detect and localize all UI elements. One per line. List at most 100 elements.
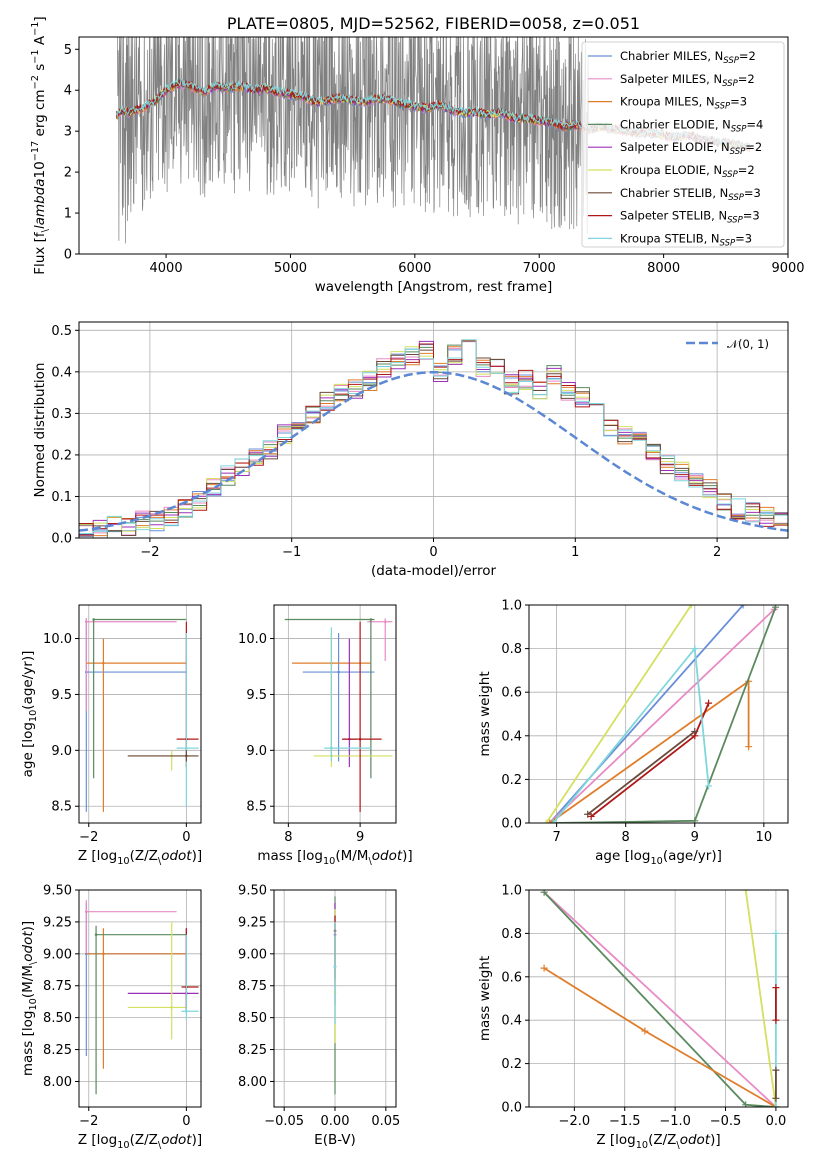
y-tick-label: 8.5 bbox=[246, 800, 267, 815]
x-tick-label: 6000 bbox=[398, 261, 431, 276]
errorbar-salpeter-miles bbox=[85, 900, 177, 954]
axes-frame bbox=[528, 889, 789, 1108]
axes-frame bbox=[78, 889, 202, 1108]
data-point bbox=[94, 933, 98, 936]
data-point bbox=[85, 620, 88, 624]
errorbar-chabrier-elodie bbox=[92, 618, 187, 779]
x-tick-label: 5000 bbox=[274, 261, 307, 276]
y-tick-label: 0.5 bbox=[51, 324, 72, 339]
y-tick-label: 9.00 bbox=[238, 947, 267, 962]
legend: 𝒩(0, 1) bbox=[686, 337, 769, 351]
panel-weight-vs-Z: −2.0 −1.5 −1.0 −0.5 0.0 0.0 0.2 0.4 0.6 0.8 1.0 Z [… bbox=[477, 884, 789, 1151]
series-marker bbox=[687, 605, 695, 609]
series-salpeter-miles bbox=[546, 605, 778, 823]
errorbar-kroupa-miles bbox=[86, 638, 187, 812]
plot-area bbox=[85, 900, 199, 1095]
series-marker bbox=[772, 605, 780, 611]
series-line bbox=[587, 730, 696, 816]
plot-area bbox=[333, 896, 337, 1095]
series-marker bbox=[691, 727, 699, 735]
y-tick-label: 0.0 bbox=[501, 1101, 522, 1116]
x-tick-label: −2 bbox=[79, 1114, 98, 1129]
histogram-kroupa-stelib bbox=[79, 339, 788, 538]
x-tick-label: −2 bbox=[79, 830, 98, 845]
series-marker bbox=[546, 819, 554, 823]
y-tick-label: 8.25 bbox=[238, 1043, 267, 1058]
y-tick-label: 8.50 bbox=[43, 1011, 72, 1026]
x-tick-label: 10 bbox=[756, 830, 773, 845]
y-tick-label: 9.0 bbox=[246, 744, 267, 759]
series-chabrier-stelib bbox=[584, 727, 699, 818]
y-tick-label: 8.25 bbox=[43, 1043, 72, 1058]
data-point bbox=[333, 965, 337, 968]
chart-title: PLATE=0805, MJD=52562, FIBERID=0058, z=0… bbox=[227, 14, 640, 33]
x-tick-label: 4000 bbox=[150, 261, 183, 276]
errorbar-kroupa-miles bbox=[86, 928, 187, 1069]
x-tick-label: 0 bbox=[429, 545, 437, 560]
errorbar-kroupa-stelib bbox=[324, 627, 371, 762]
y-tick-label: 1.0 bbox=[501, 599, 522, 614]
legend-entry: Kroupa MILES, NSSP=3 bbox=[620, 95, 747, 112]
series-line bbox=[543, 967, 777, 1107]
y-axis-label: Normed distribution bbox=[32, 363, 48, 498]
x-axis-label: wavelength [Angstrom, rest frame] bbox=[315, 279, 553, 295]
axes: −2.0 −1.5 −1.0 −0.5 0.0 0.0 0.2 0.4 0.6 0.8 1.0 Z [… bbox=[477, 884, 789, 1151]
y-tick-label: 9.0 bbox=[51, 744, 72, 759]
data-point bbox=[85, 910, 88, 913]
grid bbox=[79, 605, 201, 823]
errorbar-kroupa-stelib bbox=[181, 934, 199, 1021]
errorbar-kroupa-elodie bbox=[127, 921, 187, 1040]
x-axis-label: mass [log10(M/M\odot)] bbox=[257, 848, 412, 867]
y-tick-label: 0.4 bbox=[51, 365, 72, 380]
errorbar-kroupa-elodie bbox=[313, 632, 393, 768]
y-tick-label: 0.2 bbox=[51, 448, 72, 463]
grid bbox=[274, 605, 396, 823]
y-tick-label: 0 bbox=[64, 248, 72, 263]
series-marker bbox=[772, 1103, 780, 1107]
series-marker bbox=[584, 810, 592, 818]
x-tick-label: 9000 bbox=[771, 261, 804, 276]
x-tick-label: 0.0 bbox=[766, 1114, 787, 1129]
y-tick-label: 0.0 bbox=[51, 532, 72, 547]
x-axis-label: Z [log10(Z/Z\odot)] bbox=[78, 1132, 202, 1151]
series-marker bbox=[739, 605, 747, 609]
y-tick-label: 9.25 bbox=[238, 915, 267, 930]
y-tick-label: 0.3 bbox=[51, 407, 72, 422]
y-tick-label: 0.0 bbox=[501, 817, 522, 832]
y-tick-label: 9.00 bbox=[43, 947, 72, 962]
errorbar-kroupa-stelib bbox=[176, 632, 199, 807]
y-tick-label: 0.1 bbox=[51, 490, 72, 505]
series-line bbox=[545, 605, 693, 823]
series-kroupa-elodie bbox=[742, 890, 780, 1107]
series-salpeter-stelib bbox=[772, 984, 780, 1024]
panel-spectrum: 4000 5000 6000 7000 8000 9000 0 1 2 3 4 5 wavelength… bbox=[30, 14, 805, 295]
series-marker bbox=[705, 782, 713, 790]
series-marker bbox=[745, 743, 753, 751]
panel-age-vs-mass: 8 9 8.5 9.0 9.5 10.0 mass [log10(M/M\odot)] bbox=[238, 604, 413, 867]
errorbar-chabrier-miles bbox=[85, 618, 187, 812]
y-tick-label: 8.50 bbox=[238, 1011, 267, 1026]
axes-frame bbox=[78, 604, 202, 824]
y-tick-label: 8.75 bbox=[238, 979, 267, 994]
y-tick-label: 3 bbox=[64, 125, 72, 140]
y-tick-label: 8.00 bbox=[238, 1075, 267, 1090]
panel-mass-vs-Z: −2 0 8.00 8.25 8.50 8.75 9.00 9.25 9.50 Z [log10(… bbox=[20, 884, 202, 1152]
series-line bbox=[549, 679, 750, 823]
y-tick-label: 1.0 bbox=[501, 884, 522, 899]
plot-area bbox=[85, 618, 199, 812]
series-line bbox=[543, 891, 777, 1107]
y-tick-label: 0.8 bbox=[501, 927, 522, 942]
errorbar-salpeter-stelib bbox=[342, 621, 382, 812]
series-salpeter-miles bbox=[540, 890, 780, 1107]
grid bbox=[79, 889, 201, 1107]
x-tick-label: 8 bbox=[284, 830, 292, 845]
legend-entry: Kroupa ELODIE, NSSP=2 bbox=[620, 163, 755, 180]
x-tick-label: −0.05 bbox=[264, 1114, 304, 1129]
y-tick-label: 2 bbox=[64, 166, 72, 181]
y-tick-label: 0.2 bbox=[501, 1057, 522, 1072]
y-tick-label: 8.00 bbox=[43, 1075, 72, 1090]
series-marker bbox=[772, 1016, 780, 1024]
series-marker bbox=[772, 1066, 780, 1074]
axes-frame bbox=[528, 604, 789, 824]
